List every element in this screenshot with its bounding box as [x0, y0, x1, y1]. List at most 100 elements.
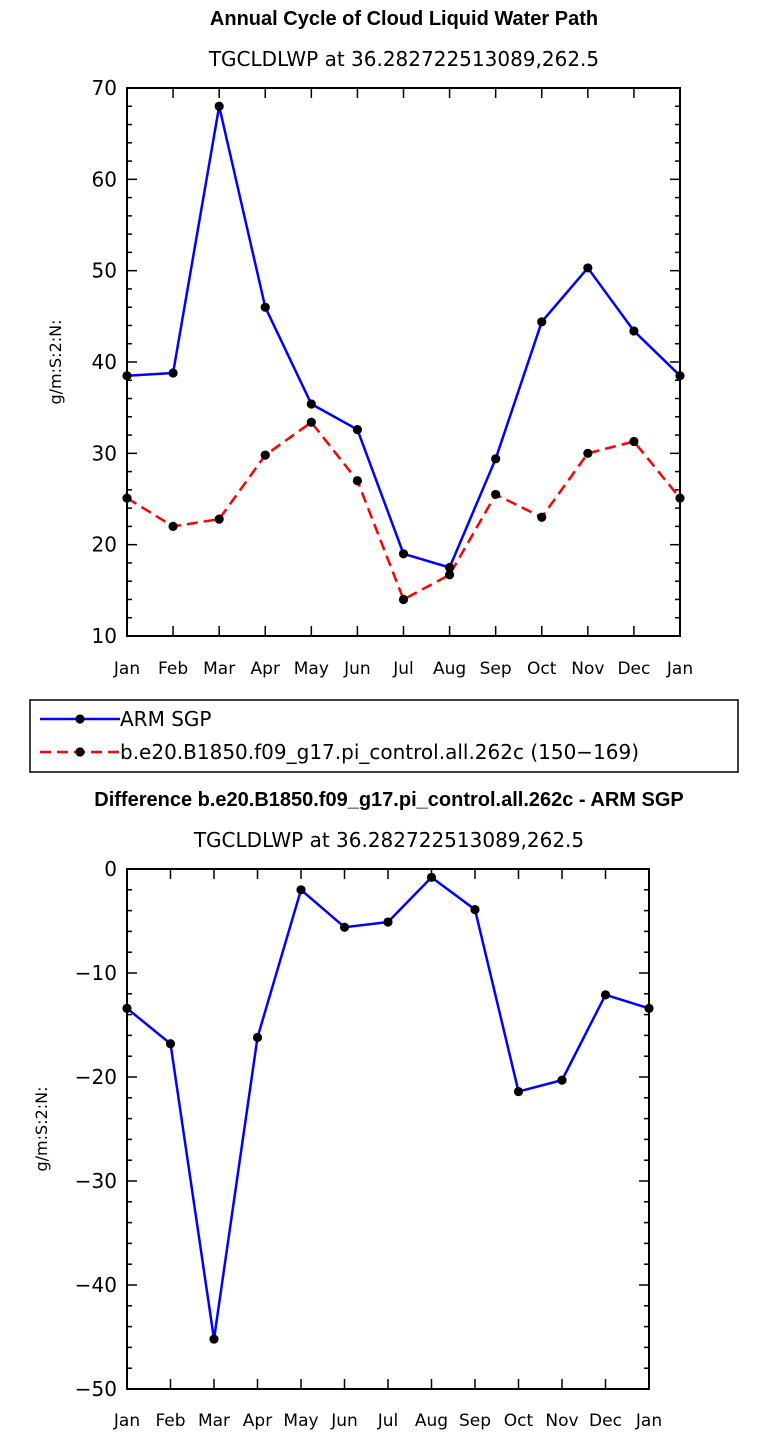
- data-point-1: [168, 521, 178, 532]
- y-tick-label: −40: [75, 1273, 117, 1297]
- chart2-series: [122, 872, 654, 1344]
- data-point-1: [260, 450, 270, 460]
- data-point-1: [352, 476, 363, 486]
- chart2-x-ticks: Jan Feb Mar Apr May Jun Jul Aug Sep Oct Nov Dec Jan: [113, 869, 662, 1431]
- x-tick-label: May: [294, 659, 329, 679]
- data-point-1: [491, 489, 501, 500]
- y-tick-label: 70: [92, 76, 117, 100]
- chart1-plot: 10 20 30 40 50 60 70 Jan Feb Mar Apr May Jun Jul Aug S…: [92, 76, 694, 679]
- x-tick-label: Jun: [343, 659, 371, 679]
- data-point-0: [537, 317, 547, 327]
- data-point-0: [306, 399, 316, 409]
- data-point-1: [122, 493, 132, 503]
- x-tick-label: Sep: [459, 1411, 491, 1431]
- data-point-0: [557, 1075, 567, 1085]
- x-tick-label: Feb: [158, 659, 188, 679]
- x-tick-label: Dec: [589, 1411, 622, 1431]
- x-tick-label: Oct: [504, 1411, 534, 1431]
- x-tick-label: Feb: [155, 1411, 185, 1431]
- chart1-y-ticks: 10 20 30 40 50 60 70: [92, 76, 680, 648]
- data-point-1: [306, 417, 316, 427]
- series-line-0: [126, 876, 650, 1341]
- data-point-1: [675, 493, 685, 503]
- data-point-0: [513, 1086, 524, 1097]
- data-point-0: [209, 1334, 219, 1344]
- x-tick-label: Dec: [617, 659, 650, 679]
- legend-box: [29, 699, 739, 773]
- data-point-0: [165, 1039, 176, 1049]
- y-tick-label: −20: [75, 1065, 117, 1089]
- data-point-0: [252, 1032, 263, 1043]
- y-tick-label: −10: [75, 961, 117, 985]
- chart1-x-ticks: Jan Feb Mar Apr May Jun Jul Aug Sep Oct Nov Dec Jan: [113, 88, 693, 679]
- y-tick-label: 0: [104, 857, 117, 881]
- data-point-0: [426, 872, 437, 882]
- x-tick-label: Jan: [666, 659, 693, 679]
- chart2-y-ticks: −50 −40 −30 −20 −10 0: [75, 857, 649, 1401]
- data-point-1: [583, 448, 593, 458]
- data-point-1: [537, 512, 547, 522]
- data-point-0: [214, 101, 224, 111]
- chart2-frame: [126, 868, 650, 1390]
- data-point-0: [296, 885, 306, 895]
- data-point-1: [214, 514, 224, 524]
- legend-label-model: b.e20.B1850.f09_g17.pi_control.all.262c …: [120, 740, 639, 764]
- x-tick-label: Jun: [330, 1411, 358, 1431]
- y-tick-label: 10: [92, 624, 117, 648]
- data-point-0: [583, 263, 593, 273]
- data-point-1: [629, 436, 639, 447]
- data-point-0: [122, 371, 132, 381]
- data-point-0: [168, 368, 178, 378]
- x-tick-label: Oct: [527, 659, 557, 679]
- chart1-subtitle: TGCLDLWP at 36.282722513089,262.5: [208, 47, 599, 71]
- data-point-0: [383, 917, 393, 927]
- y-tick-label: 20: [92, 533, 117, 557]
- chart2-title: Difference b.e20.B1850.f09_g17.pi_contro…: [94, 789, 684, 811]
- x-tick-label: Mar: [203, 659, 235, 679]
- data-point-0: [398, 549, 409, 559]
- chart1-legend: ARM SGP b.e20.B1850.f09_g17.pi_control.a…: [29, 699, 739, 773]
- legend-label-arm: ARM SGP: [120, 707, 211, 731]
- x-tick-label: Jul: [377, 1411, 399, 1431]
- series-line-1: [126, 421, 681, 601]
- data-point-0: [339, 922, 350, 932]
- data-point-0: [644, 1003, 654, 1013]
- x-tick-label: Jan: [113, 1411, 140, 1431]
- data-point-0: [352, 424, 363, 435]
- data-point-1: [398, 594, 409, 605]
- y-tick-label: −50: [75, 1377, 117, 1401]
- data-point-1: [444, 570, 455, 580]
- x-tick-label: Nov: [545, 1411, 578, 1431]
- y-tick-label: 50: [92, 259, 117, 283]
- data-point-0: [122, 1003, 132, 1013]
- data-point-0: [600, 990, 611, 1000]
- x-tick-label: Apr: [251, 659, 280, 679]
- data-point-0: [491, 454, 501, 464]
- chart1-series: [122, 101, 685, 605]
- chart1-title: Annual Cycle of Cloud Liquid Water Path: [210, 8, 598, 30]
- x-tick-label: Jul: [392, 659, 414, 679]
- y-tick-label: 60: [92, 167, 117, 191]
- y-tick-label: 30: [92, 441, 117, 465]
- x-tick-label: Jan: [113, 659, 140, 679]
- data-point-0: [260, 302, 270, 312]
- chart2-plot: −50 −40 −30 −20 −10 0 Jan Feb Mar Apr May Jun Jul Au…: [75, 857, 662, 1431]
- y-tick-label: 40: [92, 350, 117, 374]
- legend-marker-arm: [75, 714, 85, 724]
- legend-marker-model: [75, 747, 85, 757]
- x-tick-label: Aug: [433, 659, 466, 679]
- x-tick-label: Mar: [198, 1411, 230, 1431]
- x-tick-label: Nov: [571, 659, 604, 679]
- x-tick-label: May: [283, 1411, 318, 1431]
- series-line-0: [126, 105, 681, 569]
- data-point-0: [444, 562, 455, 573]
- data-point-0: [470, 904, 480, 915]
- x-tick-label: Sep: [480, 659, 512, 679]
- data-point-0: [629, 326, 639, 336]
- chart2-ylabel: g/m:S:2:N:: [32, 1087, 51, 1172]
- x-tick-label: Apr: [243, 1411, 272, 1431]
- chart2-subtitle: TGCLDLWP at 36.282722513089,262.5: [193, 828, 584, 852]
- x-tick-label: Jan: [635, 1411, 662, 1431]
- chart1-ylabel: g/m:S:2:N:: [46, 320, 65, 405]
